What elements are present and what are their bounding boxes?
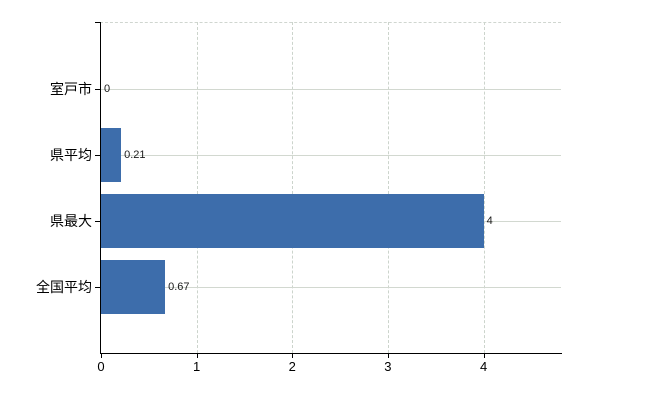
bar-value-label: 0 (104, 83, 111, 95)
y-axis-tick (95, 221, 100, 222)
gridline-vertical (483, 22, 485, 353)
x-axis-tick-label: 4 (479, 359, 488, 374)
y-axis-label: 県平均 (50, 147, 92, 163)
y-axis-tick (95, 155, 100, 156)
x-axis-tick-label: 2 (288, 359, 296, 374)
y-axis-top-tick (95, 22, 100, 23)
y-axis-label: 県最大 (50, 213, 92, 229)
x-axis-line (100, 353, 562, 354)
bar-value-label: 0.21 (124, 149, 146, 161)
plot-top-border (100, 22, 561, 23)
y-axis-tick (95, 89, 100, 90)
bar-value-label: 4 (486, 215, 493, 227)
gridline-horizontal (100, 287, 561, 288)
x-axis-tick-label: 3 (384, 359, 392, 374)
y-axis-tick (95, 287, 100, 288)
bar (101, 194, 484, 248)
gridline-horizontal (100, 155, 561, 156)
bar-value-label: 0.67 (168, 281, 190, 293)
y-axis-line (100, 22, 101, 354)
bar (101, 260, 166, 314)
x-axis-tick-label: 0 (97, 359, 105, 374)
x-axis-tick (483, 353, 485, 358)
bar (101, 128, 122, 182)
gridline-horizontal (100, 89, 561, 90)
y-axis-label: 全国平均 (36, 279, 92, 295)
x-axis-tick (292, 353, 294, 358)
x-axis-tick (387, 353, 389, 358)
gridline-vertical (196, 22, 198, 353)
x-axis-tick (196, 353, 198, 358)
gridline-vertical (292, 22, 294, 353)
gridline-vertical (387, 22, 389, 353)
x-axis-tick (101, 353, 102, 358)
y-axis-label: 室戸市 (50, 81, 92, 97)
x-axis-tick-label: 1 (193, 359, 201, 374)
